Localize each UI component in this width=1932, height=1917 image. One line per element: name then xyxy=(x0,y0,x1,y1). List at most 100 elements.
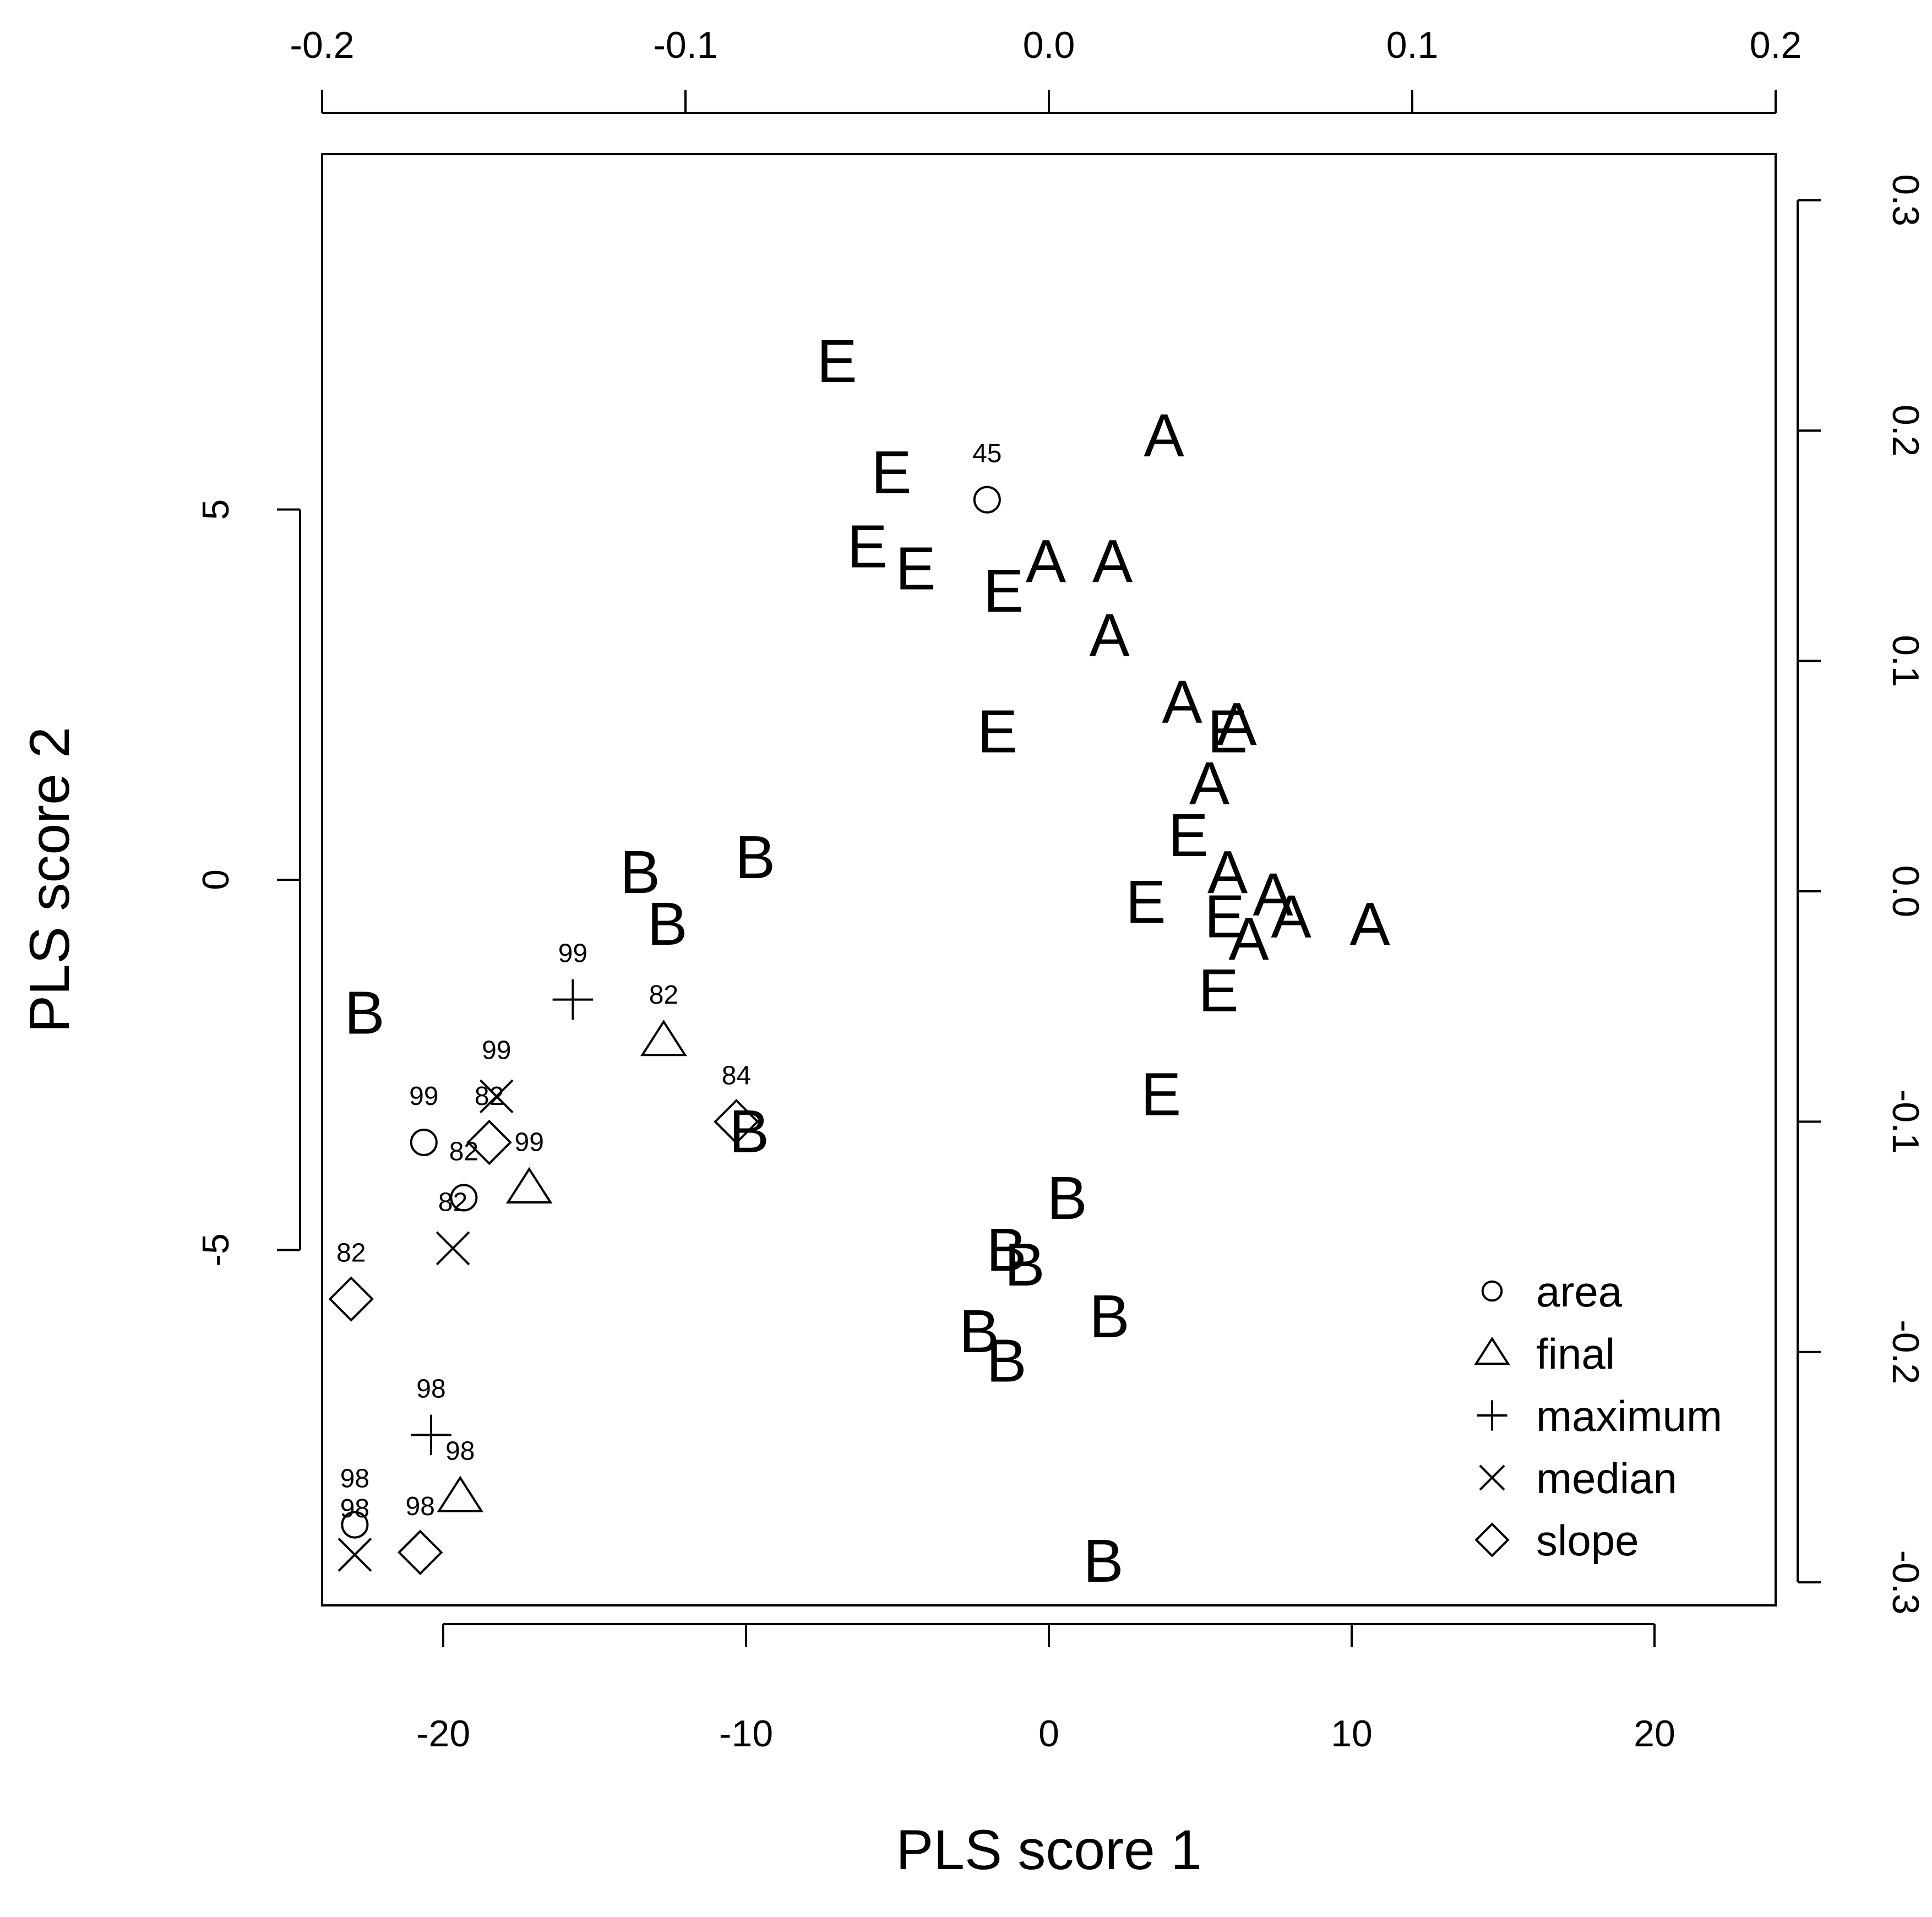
score-point-A: A xyxy=(1089,602,1130,669)
score-point-E: E xyxy=(847,513,887,580)
loading-label: 98 xyxy=(340,1464,369,1494)
left-tick-label: 0 xyxy=(195,869,237,890)
score-point-E: E xyxy=(817,328,857,395)
bottom-tick-label: 0 xyxy=(1038,1713,1059,1755)
loading-median-marker xyxy=(338,1538,372,1572)
legend-label: area xyxy=(1536,1267,1623,1316)
top-axis: -0.2 -0.1 0.0 0.1 0.2 xyxy=(290,24,1802,114)
legend-label: maximum xyxy=(1536,1392,1722,1440)
y-axis-title: PLS score 2 xyxy=(18,727,81,1033)
score-point-B: B xyxy=(986,1216,1026,1284)
loading-label: 98 xyxy=(416,1374,445,1403)
score-point-E: E xyxy=(1141,1061,1181,1129)
right-tick-label: 0.2 xyxy=(1885,405,1926,457)
right-tick-label: -0.1 xyxy=(1885,1090,1926,1154)
right-axis: -0.3 -0.2 -0.1 0.0 0.1 0.2 0.3 xyxy=(1797,174,1926,1615)
left-tick-label: -5 xyxy=(195,1233,237,1266)
legend-median-marker xyxy=(1479,1464,1505,1491)
right-tick-label: -0.2 xyxy=(1885,1320,1926,1384)
loading-slope-marker xyxy=(397,1529,443,1575)
score-point-A: A xyxy=(1162,668,1202,736)
loading-median-marker xyxy=(436,1231,470,1266)
loading-final-marker xyxy=(437,1475,484,1512)
right-tick-label: 0.3 xyxy=(1885,174,1926,226)
score-point-B: B xyxy=(1004,1231,1044,1299)
score-point-A: A xyxy=(1189,750,1230,818)
legend: area final maximum median slope xyxy=(1474,1267,1722,1565)
right-tick-label: -0.3 xyxy=(1885,1550,1926,1615)
score-point-A: A xyxy=(1092,527,1133,595)
legend-label: final xyxy=(1536,1330,1615,1378)
loading-label: 82 xyxy=(449,1137,478,1166)
loading-median-marker xyxy=(479,1079,514,1114)
legend-final-marker xyxy=(1474,1336,1510,1365)
top-tick-label: 0.1 xyxy=(1386,24,1439,66)
bottom-axis: -20 -10 0 10 20 xyxy=(416,1623,1675,1755)
top-tick-label: 0.0 xyxy=(1023,24,1075,66)
x-axis-title: PLS score 1 xyxy=(896,1818,1202,1881)
score-point-B: B xyxy=(1083,1527,1123,1595)
loading-area-marker xyxy=(410,1128,438,1157)
plot-frame xyxy=(321,153,1777,1606)
score-point-E: E xyxy=(1125,868,1166,936)
loading-label: 82 xyxy=(649,981,678,1010)
loading-area-marker xyxy=(450,1184,478,1212)
loading-area-marker xyxy=(973,486,1001,514)
left-tick-label: 5 xyxy=(195,499,237,520)
legend-label: median xyxy=(1536,1454,1677,1502)
loading-label: 82 xyxy=(438,1188,467,1217)
score-point-A: A xyxy=(1207,838,1248,906)
score-point-A: A xyxy=(1144,402,1184,470)
score-point-B: B xyxy=(986,1327,1026,1395)
legend-label: slope xyxy=(1536,1516,1639,1565)
right-tick-label: 0.1 xyxy=(1885,635,1926,687)
loading-slope-marker xyxy=(466,1119,512,1166)
score-point-A: A xyxy=(1271,883,1311,951)
bottom-tick-label: 20 xyxy=(1634,1713,1675,1755)
top-tick-label: 0.2 xyxy=(1750,24,1802,66)
top-tick-label: -0.1 xyxy=(653,24,717,66)
score-point-B: B xyxy=(344,979,384,1047)
loading-maximum-marker xyxy=(411,1414,451,1456)
loading-label: 45 xyxy=(972,439,1002,469)
score-point-A: A xyxy=(1026,527,1066,595)
loading-label: 84 xyxy=(722,1061,751,1090)
loading-label: 99 xyxy=(482,1036,511,1065)
legend-slope-marker xyxy=(1474,1522,1510,1557)
loading-label: 99 xyxy=(409,1082,438,1111)
score-point-E: E xyxy=(1198,957,1238,1025)
legend-area-marker xyxy=(1481,1280,1503,1302)
score-point-B: B xyxy=(620,838,660,906)
score-point-B: B xyxy=(1089,1283,1129,1350)
loading-slope-marker xyxy=(714,1099,759,1145)
loading-label: 82 xyxy=(336,1239,366,1268)
legend-maximum-marker xyxy=(1477,1400,1507,1431)
loading-final-marker xyxy=(640,1019,687,1056)
loading-label: 99 xyxy=(558,939,587,968)
loading-slope-marker xyxy=(328,1276,374,1322)
score-point-E: E xyxy=(1204,883,1244,951)
right-tick-label: 0.0 xyxy=(1885,865,1926,918)
score-point-E: E xyxy=(895,535,935,603)
loading-label: 99 xyxy=(515,1128,544,1157)
score-point-E: E xyxy=(983,557,1024,625)
score-point-E: E xyxy=(977,698,1017,766)
score-point-E: E xyxy=(1168,802,1208,869)
left-axis: -5 0 5 xyxy=(195,499,301,1267)
score-point-A: A xyxy=(1216,690,1257,758)
bottom-tick-label: -10 xyxy=(719,1713,773,1755)
score-point-B: B xyxy=(735,824,775,891)
score-point-B: B xyxy=(1047,1164,1087,1232)
score-point-E: E xyxy=(871,439,911,507)
score-point-B: B xyxy=(959,1298,999,1365)
bottom-tick-label: 10 xyxy=(1331,1713,1373,1755)
score-point-A: A xyxy=(1349,890,1390,958)
loading-label: 98 xyxy=(445,1436,475,1466)
top-tick-label: -0.2 xyxy=(290,24,354,66)
score-point-B: B xyxy=(647,890,687,958)
loading-area-marker xyxy=(341,1511,369,1539)
loading-maximum-marker xyxy=(552,979,594,1020)
bottom-tick-label: -20 xyxy=(416,1713,470,1755)
